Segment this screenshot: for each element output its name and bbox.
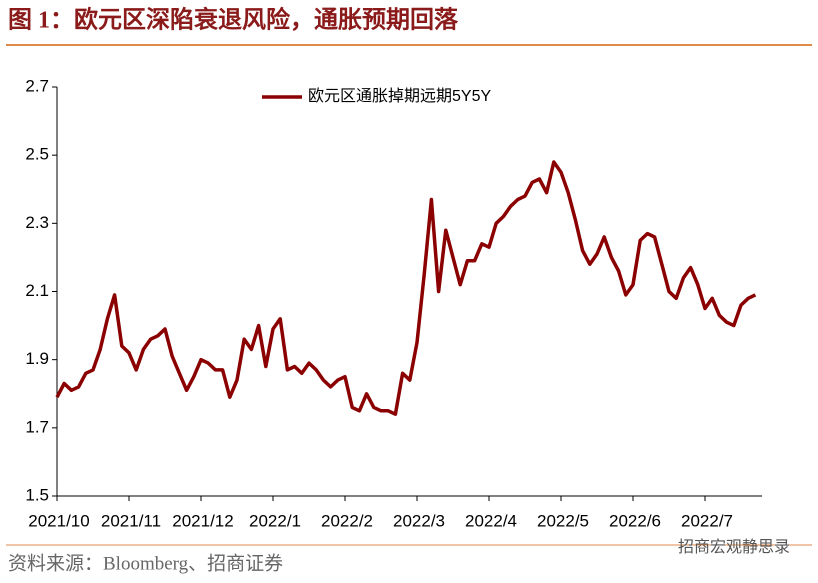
x-tick-label: 2022/6 bbox=[609, 511, 661, 530]
legend-label: 欧元区通胀掉期远期5Y5Y bbox=[308, 87, 491, 105]
y-tick-label: 2.5 bbox=[25, 145, 49, 164]
y-tick-label: 2.3 bbox=[25, 213, 49, 232]
y-tick-label: 1.9 bbox=[25, 349, 49, 368]
y-tick-label: 2.7 bbox=[25, 76, 49, 95]
series-line bbox=[55, 160, 757, 416]
x-tick-label: 2022/2 bbox=[321, 511, 373, 530]
y-tick-label: 2.1 bbox=[25, 281, 49, 300]
source: 资料来源：Bloomberg、招商证券 bbox=[8, 552, 283, 574]
watermark: 招商宏观静思录 bbox=[678, 538, 790, 556]
x-tick-label: 2021/11 bbox=[101, 511, 161, 530]
x-tick-label: 2022/5 bbox=[537, 511, 589, 530]
x-tick-label: 2022/7 bbox=[681, 511, 733, 530]
x-tick-label: 2022/4 bbox=[465, 511, 517, 530]
x-tick-label: 2021/12 bbox=[172, 511, 233, 530]
x-tick-label: 2021/10 bbox=[28, 511, 89, 530]
x-tick-label: 2022/3 bbox=[393, 511, 445, 530]
chart-title: 图 1：欧元区深陷衰退风险，通胀预期回落 bbox=[8, 6, 459, 34]
y-tick-label: 1.7 bbox=[25, 417, 49, 436]
x-tick-label: 2022/1 bbox=[249, 511, 301, 530]
y-tick-label: 1.5 bbox=[25, 485, 49, 504]
